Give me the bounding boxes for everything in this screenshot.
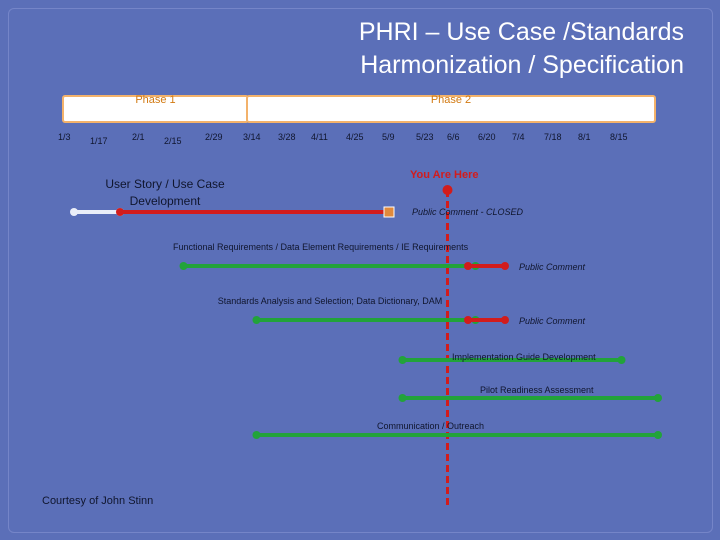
task-label-communication-outreach: Communication / Outreach [377, 421, 485, 431]
task-bar-start-point [252, 316, 261, 324]
date-label: 2/15 [164, 136, 182, 146]
task-bar-end-point [654, 431, 662, 439]
slide-frame [8, 8, 713, 533]
credit-text: Courtesy of John Stinn [42, 495, 154, 507]
date-label: 3/28 [278, 132, 296, 142]
task-label-functional-requirements: Functional Requirements / Data Element R… [173, 242, 469, 252]
slide-title-line-1: PHRI – Use Case /Standards [358, 18, 684, 46]
task-label-pilot-readiness: Pilot Readiness Assessment [480, 385, 594, 395]
date-label: 2/1 [132, 132, 145, 142]
phase-2-bar: Phase 2 [246, 94, 656, 123]
date-label: 7/4 [512, 132, 525, 142]
task-bar-start-point [70, 208, 78, 216]
task-bar-end-point [501, 262, 509, 270]
task-bar-start-point [464, 316, 472, 324]
date-label: 4/25 [346, 132, 364, 142]
date-label: 1/17 [90, 136, 108, 146]
task-label-public-comment: Public Comment [519, 262, 586, 272]
task-bar-start-point [116, 208, 124, 216]
task-bar-start-point [398, 394, 407, 402]
task-bar-end-point [501, 316, 509, 324]
task-label-public-comment-closed: Public Comment - CLOSED [412, 207, 524, 217]
date-label: 8/15 [610, 132, 628, 142]
date-label: 6/20 [478, 132, 496, 142]
task-bar-start-point [252, 431, 261, 439]
slide-title-line-2: Harmonization / Specification [360, 51, 684, 79]
date-label: 7/18 [544, 132, 562, 142]
date-label: 1/3 [58, 132, 71, 142]
date-label: 8/1 [578, 132, 591, 142]
task-bar-start-point [398, 356, 407, 364]
you-are-here-label: You Are Here [410, 169, 479, 181]
task-label-implementation-guide: Implementation Guide Development [452, 352, 596, 362]
phase-2-label: Phase 2 [430, 94, 472, 106]
phase-1-bar: Phase 1 [62, 94, 249, 123]
task-bar-start-point [464, 262, 472, 270]
date-label: 2/29 [205, 132, 223, 142]
milestone-handle [383, 206, 395, 218]
task-label-standards-analysis: Standards Analysis and Selection; Data D… [217, 296, 443, 306]
date-label: 3/14 [243, 132, 261, 142]
phase-1-label: Phase 1 [135, 94, 176, 106]
date-label: 4/11 [311, 132, 328, 142]
date-label: 5/23 [416, 132, 434, 142]
task-label-user-story: User Story / Use Case Development [105, 177, 225, 208]
task-label-public-comment: Public Comment [519, 316, 586, 326]
task-bar-end-point [617, 356, 626, 364]
current-date-marker-dot [442, 185, 453, 195]
task-bar-end-point [654, 394, 662, 402]
date-label: 5/9 [382, 132, 395, 142]
task-bar-start-point [179, 262, 188, 270]
date-label: 6/6 [447, 132, 460, 142]
